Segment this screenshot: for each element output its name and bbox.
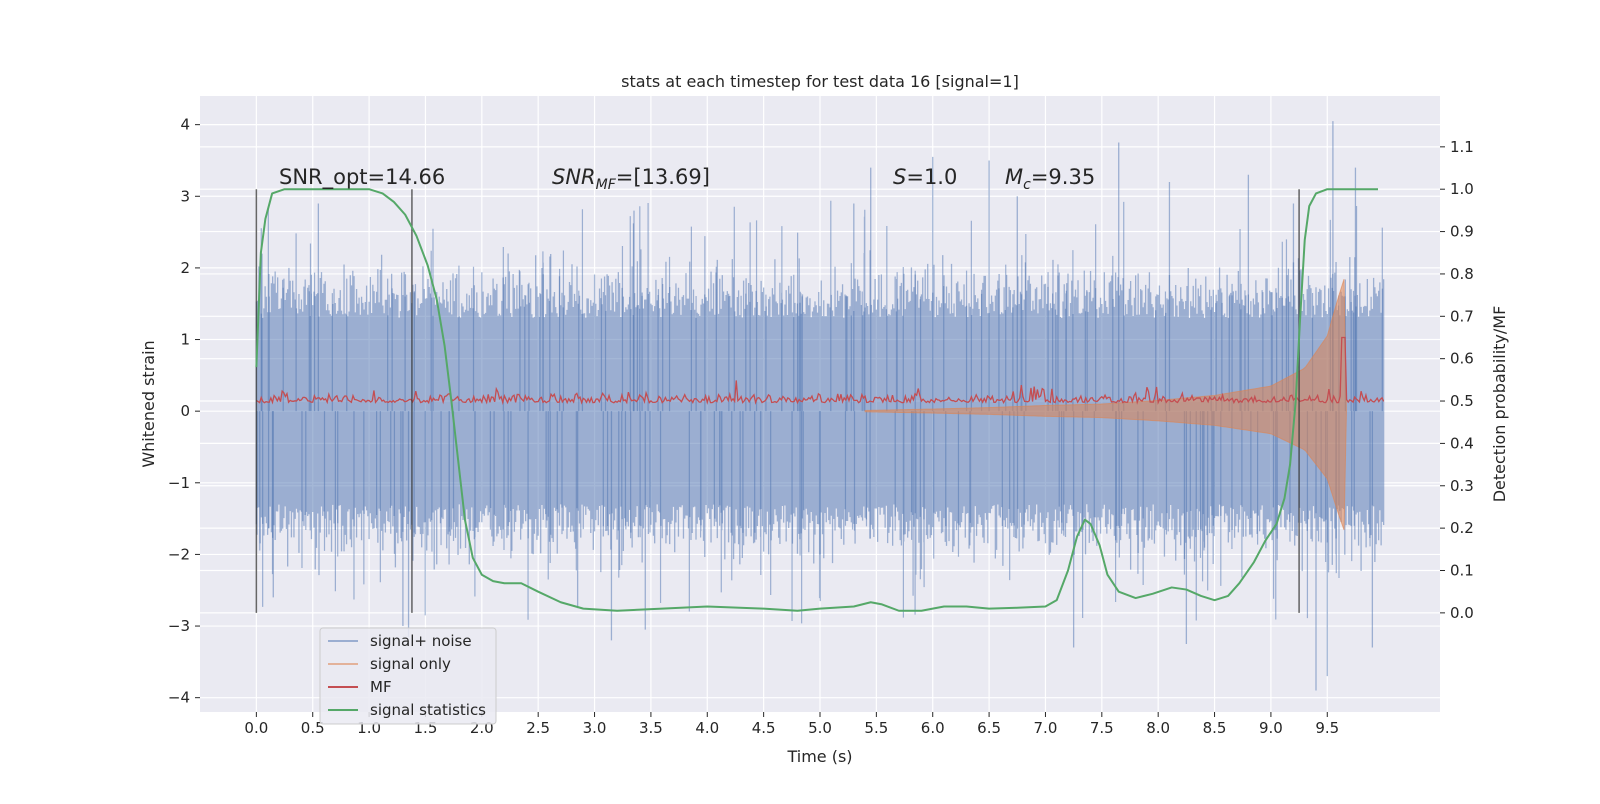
s-value: =1.0 <box>906 165 957 189</box>
x-tick-label: 8.5 <box>1203 719 1227 737</box>
x-tick-label: 5.0 <box>808 719 832 737</box>
legend: signal+ noise signal only MF signal stat… <box>319 627 497 725</box>
snr-mf-subscript: MF <box>596 177 617 193</box>
x-tick-label: 5.5 <box>864 719 888 737</box>
snr-mf-value: =[13.69] <box>616 165 710 189</box>
x-tick-label: 8.0 <box>1146 719 1170 737</box>
x-tick-label: 6.5 <box>977 719 1001 737</box>
y-tick-label: 3 <box>180 187 190 205</box>
x-tick-label: 2.5 <box>526 719 550 737</box>
x-tick-label: 4.0 <box>695 719 719 737</box>
snr-mf-label: SNR <box>552 165 596 189</box>
y2-axis-label: Detection probability/MF <box>1490 306 1509 503</box>
y2-tick-label: 0.8 <box>1450 265 1474 283</box>
signal-only-series <box>864 278 1347 531</box>
mf-series <box>255 336 1385 406</box>
y-tick-label: 1 <box>180 331 190 349</box>
annotation-snr-mf: SNRMF=[13.69] <box>552 165 710 193</box>
legend-label-signal-noise: signal+ noise <box>370 632 472 650</box>
y-tick-label: 0 <box>180 402 190 420</box>
legend-label-signal-only: signal only <box>370 655 451 673</box>
mc-label: M <box>1005 165 1023 189</box>
y-axis-ticks: −4 −3 −2 −1 0 1 2 3 4 <box>168 116 200 707</box>
y2-tick-label: 0.7 <box>1450 307 1474 325</box>
y2-tick-label: 0.3 <box>1450 477 1474 495</box>
y-tick-label: −3 <box>168 617 190 635</box>
x-tick-label: 7.0 <box>1034 719 1058 737</box>
y2-tick-label: 0.2 <box>1450 519 1474 537</box>
legend-box <box>319 627 497 725</box>
y-tick-label: 2 <box>180 259 190 277</box>
mc-subscript: c <box>1023 177 1031 193</box>
x-tick-label: 9.5 <box>1315 719 1339 737</box>
legend-label-mf: MF <box>370 678 392 696</box>
plot-content <box>255 121 1385 691</box>
y2-tick-label: 1.1 <box>1450 138 1474 156</box>
mf-line <box>255 336 1385 406</box>
x-axis-label: Time (s) <box>786 747 852 766</box>
y-tick-label: −1 <box>168 474 190 492</box>
y-axis-label: Whitened strain <box>139 340 158 467</box>
annotation-mc: Mc=9.35 <box>1005 165 1095 193</box>
y2-tick-label: 1.0 <box>1450 180 1474 198</box>
y2-tick-label: 0.9 <box>1450 223 1474 241</box>
y-tick-label: −2 <box>168 545 190 563</box>
x-tick-label: 6.0 <box>921 719 945 737</box>
x-tick-label: 0.5 <box>301 719 325 737</box>
y-tick-label: 4 <box>180 116 190 134</box>
y2-tick-label: 0.4 <box>1450 434 1474 452</box>
signal-envelope <box>864 278 1347 531</box>
x-tick-label: 0.0 <box>244 719 268 737</box>
mc-value: =9.35 <box>1031 165 1095 189</box>
s-label: S <box>893 165 906 189</box>
signal-statistics-line <box>255 188 1378 612</box>
vertical-markers <box>255 189 1300 613</box>
annotation-snr-opt: SNR_opt=14.66 <box>279 165 445 190</box>
y2-tick-label: 0.5 <box>1450 392 1474 410</box>
legend-label-signal-statistics: signal statistics <box>370 701 486 719</box>
chart-title: stats at each timestep for test data 16 … <box>621 72 1019 91</box>
y-tick-label: −4 <box>168 689 190 707</box>
x-axis-ticks: 0.0 0.5 1.0 1.5 2.0 2.5 3.0 3.5 4.0 4.5 5.0 5.5 6.0 6… <box>244 712 1339 737</box>
noise-peaks <box>256 200 1383 624</box>
y2-axis-ticks: 0.0 0.1 0.2 0.3 0.4 0.5 0.6 0.7 0.8 0.9 1.0 1.1 <box>1440 138 1474 622</box>
annotation-s: S=1.0 <box>893 165 957 189</box>
y2-tick-label: 0.0 <box>1450 604 1474 622</box>
signal-statistics-series <box>255 188 1378 612</box>
y2-tick-label: 0.6 <box>1450 350 1474 368</box>
x-tick-label: 4.5 <box>752 719 776 737</box>
x-tick-label: 3.5 <box>639 719 663 737</box>
x-tick-label: 7.5 <box>1090 719 1114 737</box>
x-tick-label: 9.0 <box>1259 719 1283 737</box>
x-tick-label: 3.0 <box>583 719 607 737</box>
y2-tick-label: 0.1 <box>1450 561 1474 579</box>
